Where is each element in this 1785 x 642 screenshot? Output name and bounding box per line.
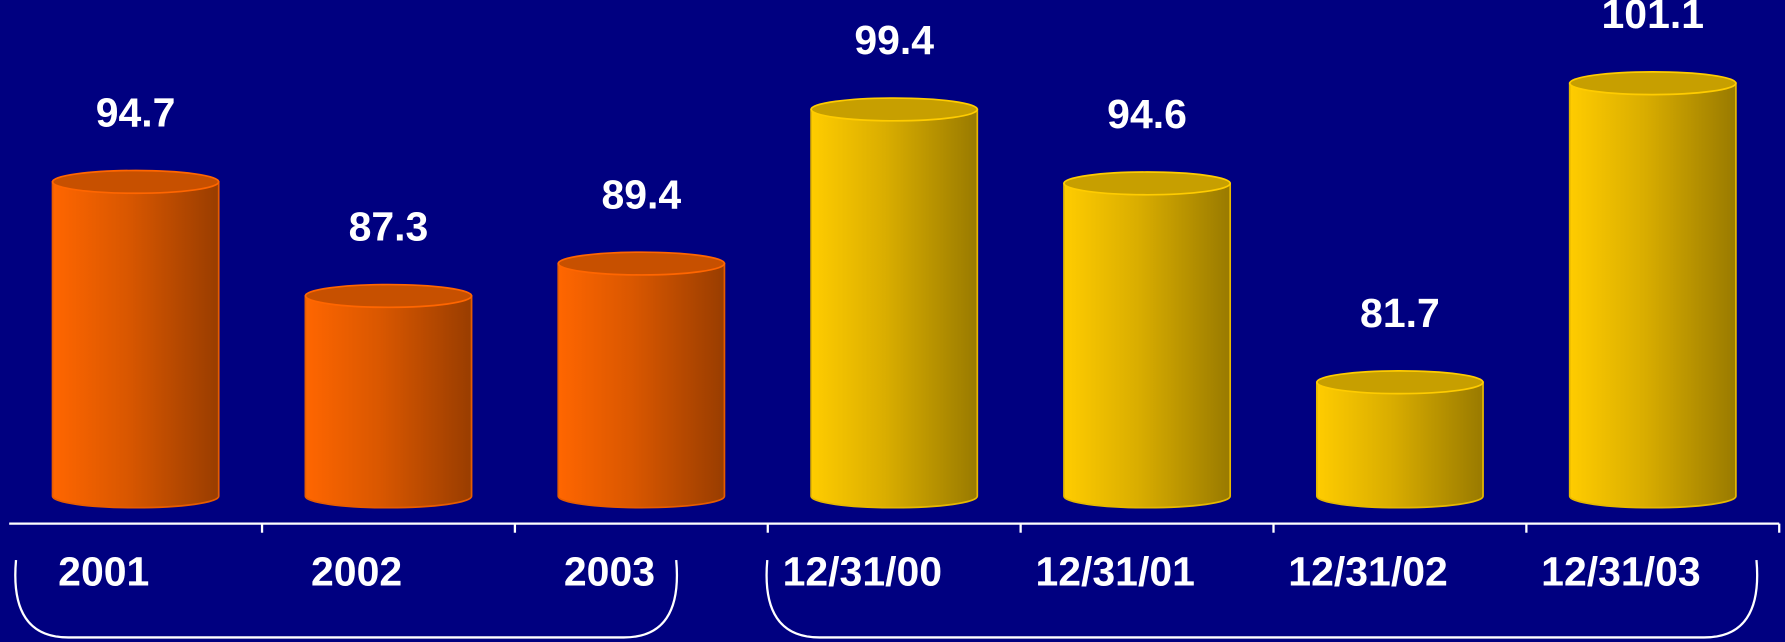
bar [1315, 381, 1484, 509]
bar [304, 295, 473, 509]
x-tick-label: 12/31/01 [1035, 549, 1194, 595]
value-label: 81.7 [1360, 290, 1440, 336]
value-label: 101.1 [1602, 0, 1705, 37]
bar-top [810, 97, 979, 122]
x-tick-label: 12/31/00 [783, 549, 942, 595]
bar [1063, 182, 1232, 509]
bar-top [1063, 171, 1232, 196]
x-tick-label: 2002 [311, 549, 402, 595]
bar-top [557, 251, 726, 276]
bar [1568, 82, 1737, 509]
x-tick-label: 12/31/02 [1288, 549, 1447, 595]
bar-top [1315, 370, 1484, 395]
bar [557, 262, 726, 509]
value-label: 87.3 [349, 204, 429, 250]
x-tick-label: 2003 [564, 549, 655, 595]
bar-top [51, 169, 220, 195]
bar-top [1568, 70, 1737, 96]
value-label: 89.4 [601, 171, 681, 217]
x-tick-label: 12/31/03 [1541, 549, 1700, 595]
group-bracket [14, 559, 679, 639]
bar [51, 181, 220, 509]
bar [810, 108, 979, 509]
value-label: 99.4 [854, 17, 934, 63]
group-bracket [765, 559, 1759, 639]
x-tick-label: 2001 [58, 549, 149, 595]
value-label: 94.6 [1107, 91, 1187, 137]
value-label: 94.7 [96, 90, 176, 136]
bar-top [304, 283, 473, 309]
